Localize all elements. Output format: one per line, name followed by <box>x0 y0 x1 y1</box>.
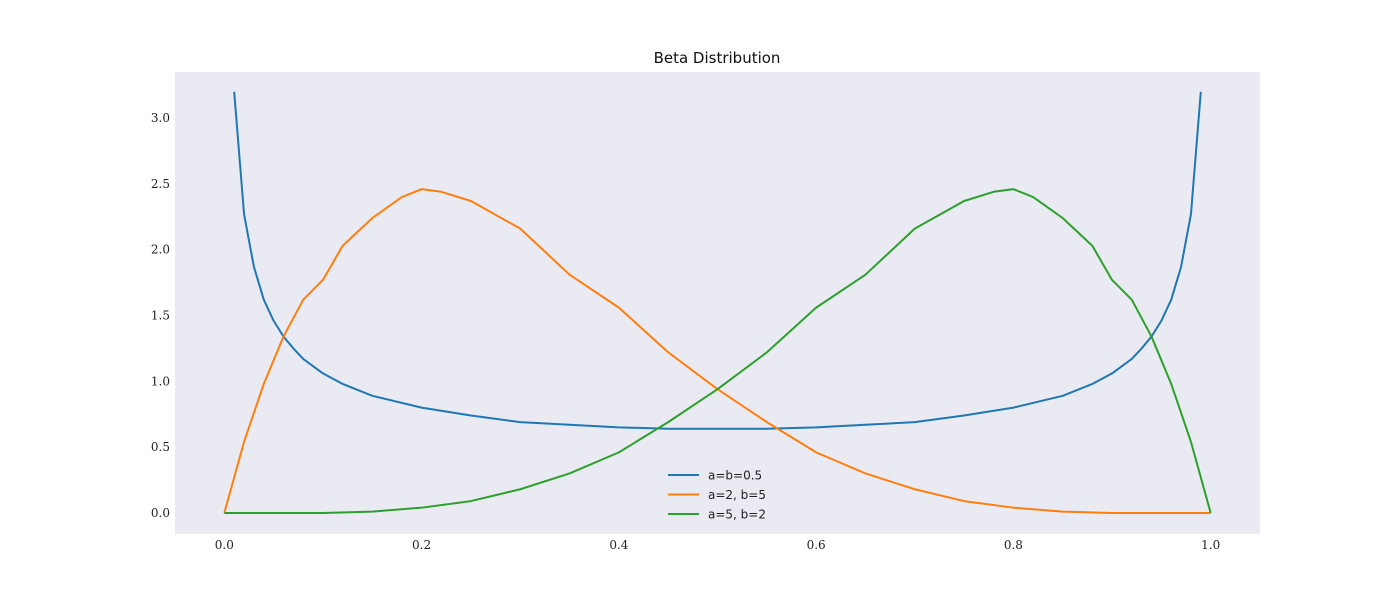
x-tick-label: 0.0 <box>215 538 234 552</box>
x-tick-label: 0.2 <box>412 538 431 552</box>
chart-title: Beta Distribution <box>654 49 781 67</box>
series-line-2 <box>224 188 1212 514</box>
series-line-0 <box>233 91 1202 430</box>
series-lines <box>223 91 1212 514</box>
plot-area <box>175 72 1260 534</box>
x-tick-label: 0.4 <box>609 538 628 552</box>
x-tick-label: 1.0 <box>1201 538 1220 552</box>
y-tick-label: 3.0 <box>151 111 170 125</box>
legend-label-1: a=2, b=5 <box>708 488 766 502</box>
y-axis-ticks: 0.0 0.5 1.0 1.5 2.0 2.5 3.0 <box>151 111 170 520</box>
x-axis-ticks: 0.0 0.2 0.4 0.6 0.8 1.0 <box>215 538 1220 552</box>
x-tick-label: 0.6 <box>807 538 826 552</box>
y-tick-label: 2.5 <box>151 177 170 191</box>
y-tick-label: 2.0 <box>151 243 170 257</box>
legend-label-0: a=b=0.5 <box>708 469 762 483</box>
y-tick-label: 1.0 <box>151 374 170 388</box>
series-line-1 <box>223 188 1211 514</box>
legend-label-2: a=5, b=2 <box>708 508 766 522</box>
y-tick-label: 0.0 <box>151 506 170 520</box>
x-tick-label: 0.8 <box>1004 538 1023 552</box>
y-tick-label: 1.5 <box>151 309 170 323</box>
y-tick-label: 0.5 <box>151 440 170 454</box>
legend: a=b=0.5 a=2, b=5 a=5, b=2 <box>668 469 766 522</box>
